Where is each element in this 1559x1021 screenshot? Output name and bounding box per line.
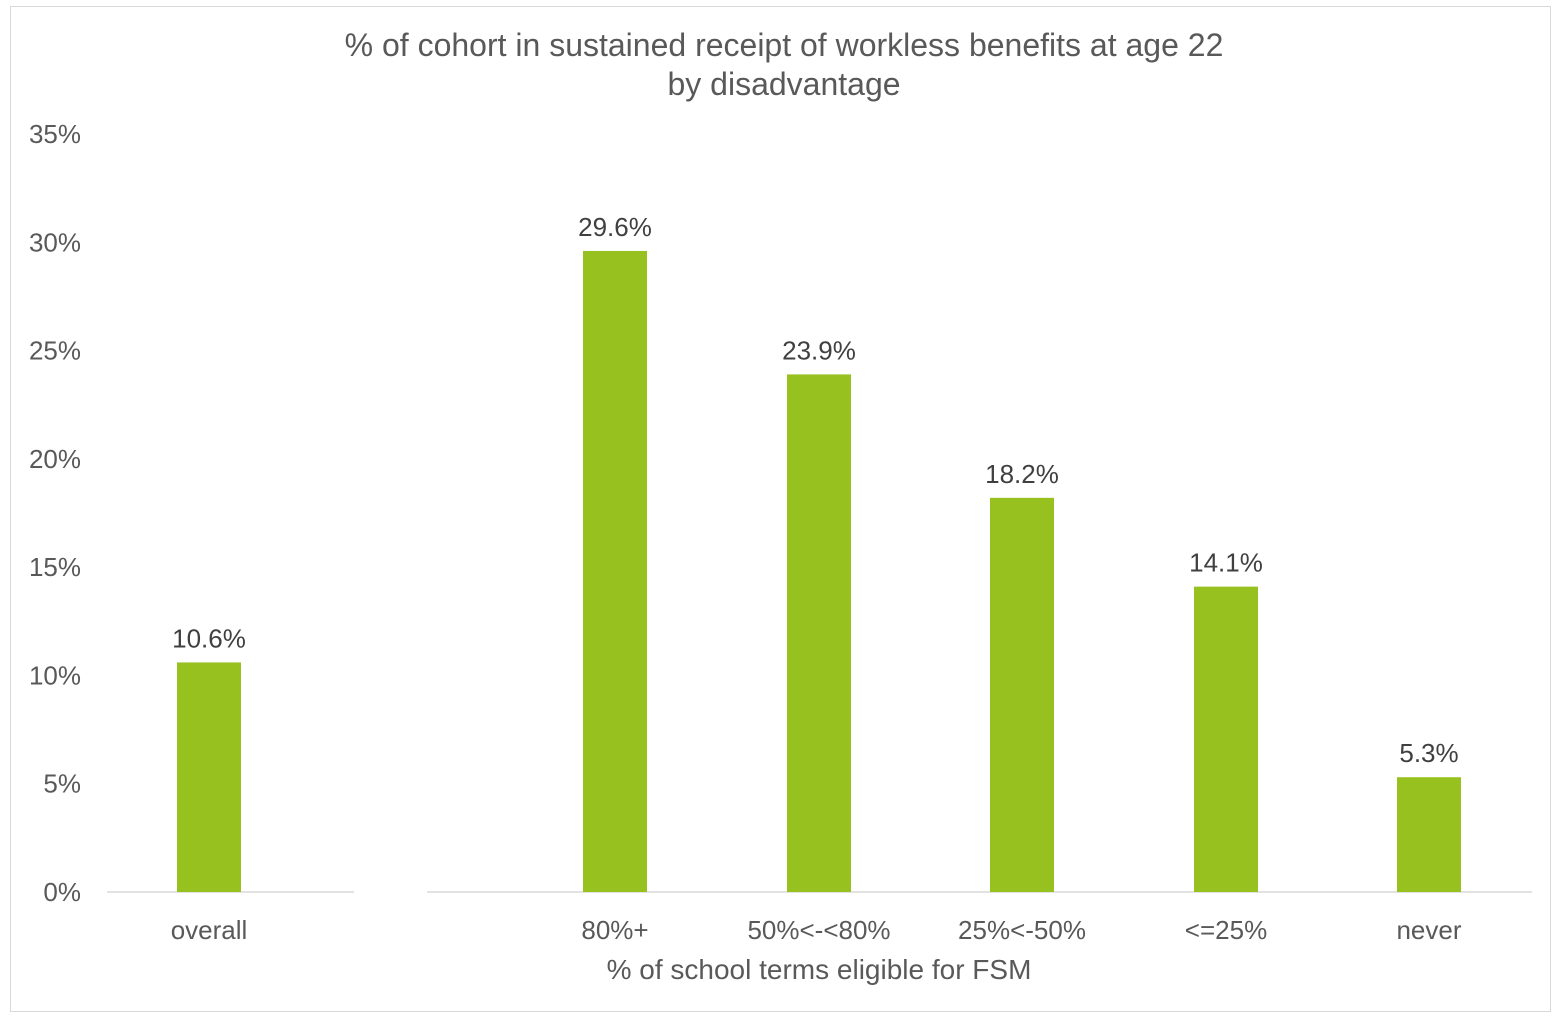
data-label: 29.6% bbox=[578, 212, 652, 242]
y-axis: 0% 5% 10% 15% 20% 25% 30% 35% bbox=[29, 119, 81, 907]
bar bbox=[990, 497, 1054, 892]
data-label: 10.6% bbox=[172, 623, 246, 653]
bar-chart: % of cohort in sustained receipt of work… bbox=[29, 27, 1532, 985]
chart-frame: % of cohort in sustained receipt of work… bbox=[10, 6, 1551, 1012]
x-axis-categories: overall 80%+ 50%<-<80% 25%<-50% <=25% never bbox=[171, 915, 1462, 945]
data-label: 5.3% bbox=[1399, 738, 1458, 768]
bar bbox=[1397, 777, 1461, 892]
x-category-label: never bbox=[1396, 915, 1461, 945]
bar bbox=[177, 662, 241, 892]
chart-subtitle: by disadvantage bbox=[667, 66, 900, 102]
y-tick-label: 35% bbox=[29, 119, 81, 149]
data-label: 23.9% bbox=[782, 335, 856, 365]
bar bbox=[583, 250, 647, 892]
bar bbox=[787, 374, 851, 892]
chart-title: % of cohort in sustained receipt of work… bbox=[345, 27, 1224, 63]
x-axis-title: % of school terms eligible for FSM bbox=[607, 954, 1032, 985]
x-category-label: 25%<-50% bbox=[958, 915, 1086, 945]
y-tick-label: 5% bbox=[43, 769, 81, 799]
data-labels: 10.6% 29.6% 23.9% 18.2% 14.1% 5.3% bbox=[172, 212, 1459, 768]
bar-series bbox=[177, 250, 1461, 892]
bar bbox=[1194, 586, 1258, 892]
x-category-label: 50%<-<80% bbox=[747, 915, 890, 945]
y-tick-label: 20% bbox=[29, 444, 81, 474]
y-tick-label: 15% bbox=[29, 552, 81, 582]
y-tick-label: 0% bbox=[43, 877, 81, 907]
y-tick-label: 25% bbox=[29, 336, 81, 366]
x-category-label: overall bbox=[171, 915, 248, 945]
data-label: 18.2% bbox=[985, 459, 1059, 489]
x-category-label: 80%+ bbox=[581, 915, 648, 945]
y-tick-label: 30% bbox=[29, 227, 81, 257]
x-category-label: <=25% bbox=[1185, 915, 1267, 945]
y-tick-label: 10% bbox=[29, 660, 81, 690]
data-label: 14.1% bbox=[1189, 548, 1263, 578]
